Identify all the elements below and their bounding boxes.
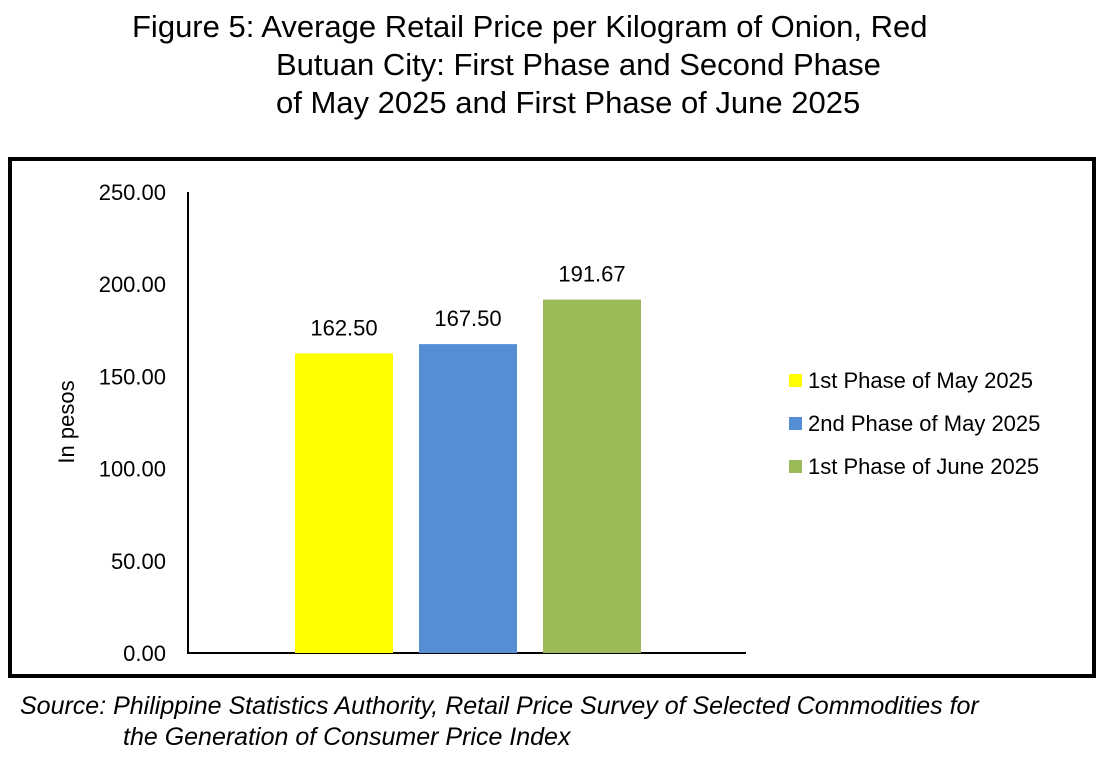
bar — [295, 353, 393, 653]
y-tick-label: 200.00 — [99, 272, 166, 297]
legend-swatch — [789, 460, 802, 473]
source-line-2: the Generation of Consumer Price Index — [123, 723, 571, 751]
y-tick-label: 0.00 — [123, 641, 166, 666]
legend-label: 1st Phase of June 2025 — [808, 454, 1039, 479]
legend-label: 1st Phase of May 2025 — [808, 368, 1033, 393]
y-tick-label: 100.00 — [99, 457, 166, 482]
legend-swatch — [789, 374, 802, 387]
title-line-3: of May 2025 and First Phase of June 2025 — [276, 85, 861, 120]
legend-swatch — [789, 417, 802, 430]
bar — [419, 344, 517, 653]
source-line-1: Source: Philippine Statistics Authority,… — [20, 692, 979, 720]
y-tick-label: 250.00 — [99, 180, 166, 205]
data-label: 162.50 — [310, 315, 377, 340]
legend-label: 2nd Phase of May 2025 — [808, 411, 1040, 436]
source-note: Source: Philippine Statistics Authority,… — [20, 691, 979, 753]
y-tick-label: 150.00 — [99, 364, 166, 389]
bar — [543, 299, 641, 653]
data-label: 191.67 — [558, 262, 625, 287]
title-line-2: Butuan City: First Phase and Second Phas… — [276, 47, 881, 82]
data-label: 167.50 — [434, 306, 501, 331]
y-axis-label: In pesos — [54, 380, 79, 463]
title-line-1: Figure 5: Average Retail Price per Kilog… — [132, 9, 928, 44]
y-tick-label: 50.00 — [111, 549, 166, 574]
